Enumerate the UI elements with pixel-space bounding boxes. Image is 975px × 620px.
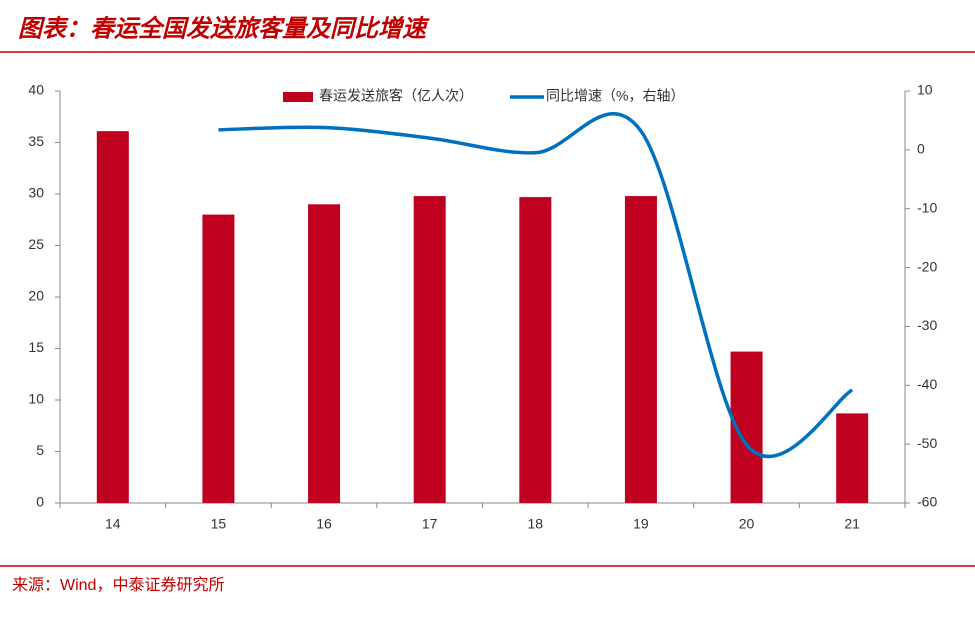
x-tick-label: 17 (422, 516, 438, 532)
y2-tick-label: -60 (917, 494, 937, 510)
title: 图表：春运全国发送旅客量及同比增速 (18, 15, 430, 42)
y-tick-label: 20 (28, 288, 44, 304)
y-tick-label: 40 (28, 82, 44, 98)
bar (624, 196, 657, 503)
x-tick-label: 15 (211, 516, 227, 532)
line (218, 112, 854, 459)
y-tick-label: 30 (28, 185, 44, 201)
x-tick-label: 14 (105, 516, 121, 532)
y2-tick-label: -40 (917, 376, 937, 392)
bar (202, 214, 235, 503)
y2-tick-label: -20 (917, 258, 937, 274)
x-tick-label: 20 (739, 516, 755, 532)
y-tick-label: 0 (36, 494, 44, 510)
y-tick-label: 5 (36, 442, 44, 458)
source: 来源：Wind，中泰证券研究所 (12, 576, 224, 594)
x-tick-label: 16 (316, 516, 332, 532)
y-tick-label: 10 (28, 391, 44, 407)
bar (836, 413, 869, 503)
bar (519, 197, 552, 503)
bar (96, 131, 129, 504)
y2-tick-label: -10 (917, 199, 937, 215)
x-tick-label: 18 (528, 516, 544, 532)
y-tick-label: 25 (28, 236, 44, 252)
y-tick-label: 15 (28, 339, 44, 355)
y2-tick-label: 0 (917, 141, 925, 157)
x-tick-label: 21 (844, 516, 860, 532)
y2-tick-label: 10 (917, 82, 933, 98)
bar (308, 204, 341, 504)
bar (413, 196, 446, 503)
y2-tick-label: -30 (917, 317, 937, 333)
y-tick-label: 35 (28, 133, 44, 149)
legend-label: 春运发送旅客（亿人次） (319, 88, 473, 104)
legend-swatch (283, 92, 313, 102)
legend-label: 同比增速（%，右轴） (546, 88, 684, 104)
x-tick-label: 19 (633, 516, 649, 532)
y2-tick-label: -50 (917, 435, 937, 451)
